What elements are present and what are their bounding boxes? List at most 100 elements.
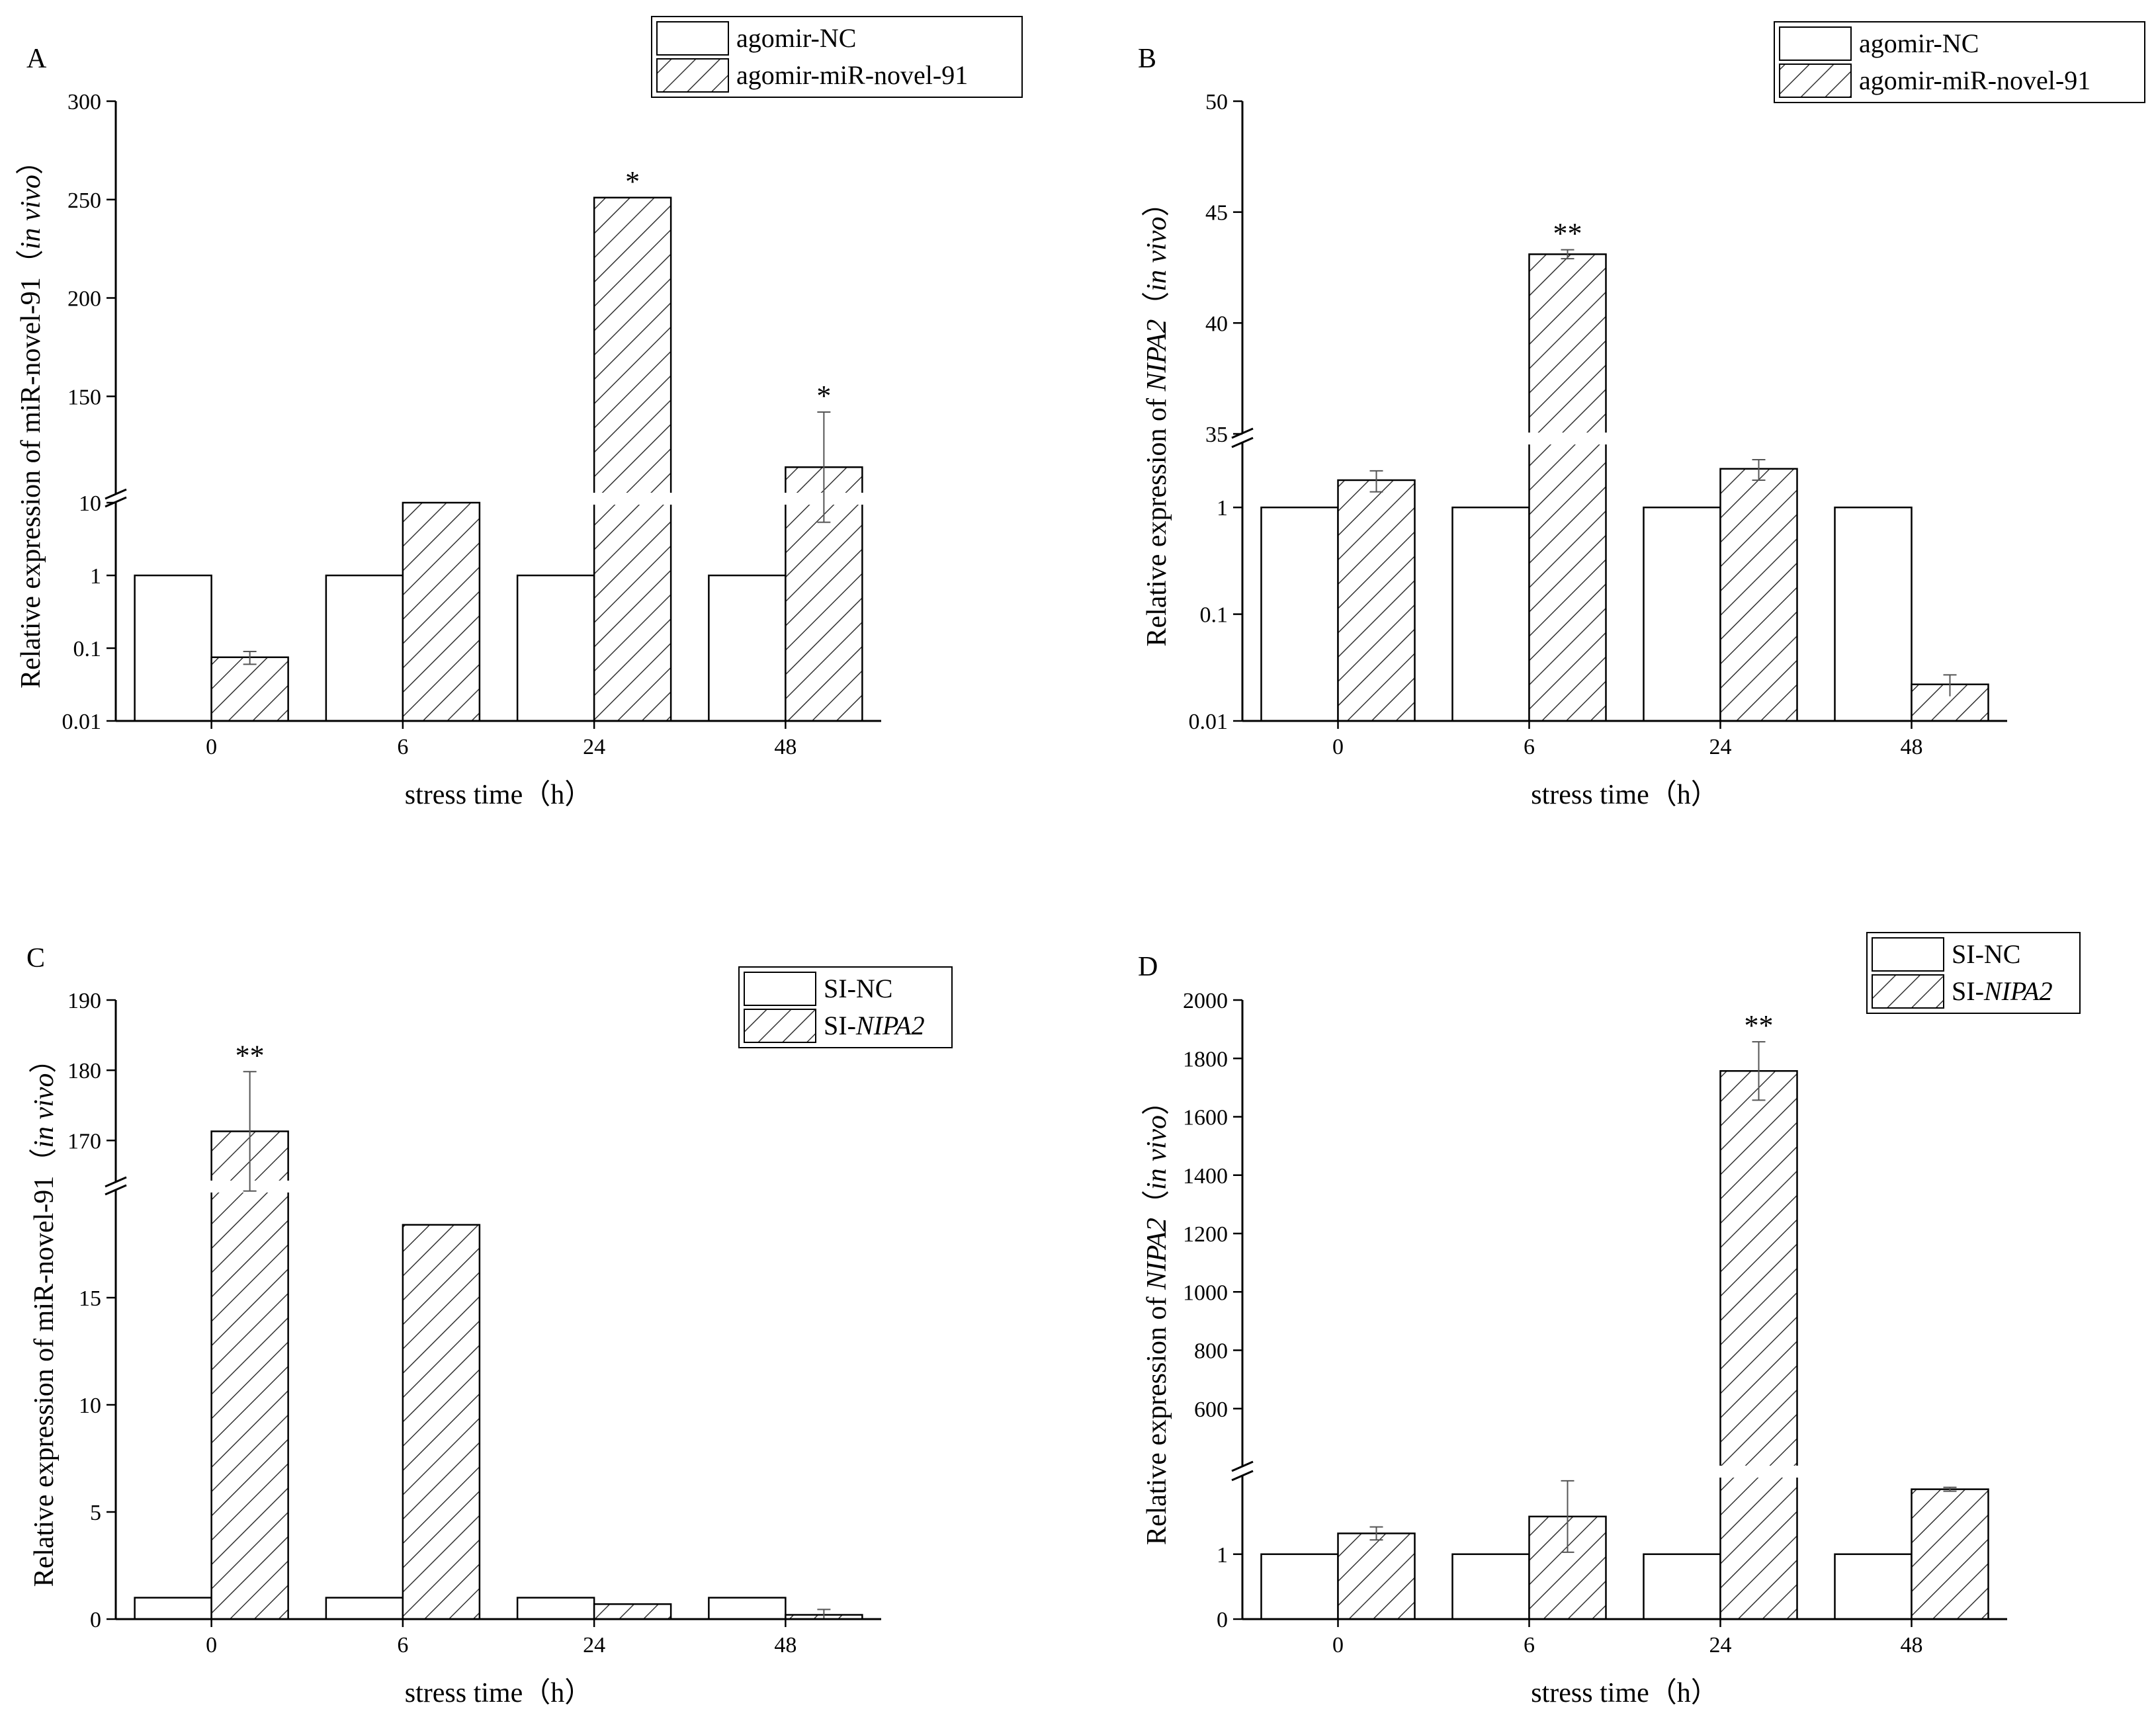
legend-swatch bbox=[1779, 26, 1852, 61]
bar-hatch-6 bbox=[402, 501, 481, 722]
y-tick-label: 1 bbox=[1217, 1543, 1228, 1568]
legend-label-part: SI- bbox=[1952, 976, 1984, 1006]
bar-hatch-24 bbox=[1719, 1069, 1798, 1620]
y-axis-title-part: Relative expression of miR-novel-91（ bbox=[16, 249, 46, 689]
y-tick-label: 15 bbox=[79, 1286, 101, 1311]
axis-break-mark bbox=[105, 488, 127, 500]
x-axis-title: stress time（h） bbox=[405, 780, 592, 810]
bar-break-gap bbox=[1527, 433, 1608, 444]
legend-label-part: NIPA2 bbox=[1983, 976, 2053, 1006]
y-tick-label: 5 bbox=[90, 1501, 101, 1525]
legend-label: SI-NIPA2 bbox=[824, 1011, 925, 1040]
y-tick-label: 170 bbox=[67, 1129, 101, 1153]
x-tick-label: 6 bbox=[1524, 1633, 1535, 1657]
y-tick-label: 2000 bbox=[1183, 989, 1228, 1013]
y-axis-title-part: Relative expression of bbox=[1142, 1290, 1172, 1545]
y-axis-title: Relative expression of NIPA2（in vivo） bbox=[1142, 1087, 1172, 1545]
legend-swatch bbox=[1872, 974, 1944, 1009]
bar-open-0 bbox=[134, 1597, 212, 1620]
x-tick-label: 24 bbox=[1709, 735, 1732, 759]
y-tick-label: 10 bbox=[79, 491, 101, 516]
x-tick-label: 48 bbox=[1901, 735, 1923, 759]
significance-mark: ** bbox=[236, 1039, 265, 1071]
bar-open-24 bbox=[516, 574, 595, 722]
y-axis-title-part: Relative expression of miR-novel-91（ bbox=[29, 1148, 60, 1587]
bar-hatch-24 bbox=[1719, 468, 1798, 722]
significance-mark: ** bbox=[1553, 218, 1582, 250]
x-tick-label: 48 bbox=[774, 735, 797, 759]
y-tick-label: 1 bbox=[90, 564, 101, 589]
x-tick-label: 0 bbox=[1332, 735, 1344, 759]
bar-open-24 bbox=[1643, 1553, 1721, 1620]
y-axis-title-part: NIPA2 bbox=[1142, 1218, 1172, 1290]
y-tick-label: 40 bbox=[1205, 312, 1228, 336]
y-axis-title: Relative expression of miR-novel-91（in v… bbox=[16, 147, 46, 689]
bar-open-6 bbox=[325, 574, 404, 722]
y-tick-label: 1600 bbox=[1183, 1106, 1228, 1130]
legend-label: agomir-miR-novel-91 bbox=[1859, 65, 2091, 95]
bar-hatch-6 bbox=[402, 1224, 481, 1620]
y-tick-label: 190 bbox=[67, 989, 101, 1013]
bar-open-48 bbox=[708, 1597, 787, 1620]
y-tick-label: 35 bbox=[1205, 423, 1228, 447]
legend-label-part: agomir-NC bbox=[736, 23, 856, 53]
legend-label: agomir-NC bbox=[736, 23, 856, 53]
bar-open-48 bbox=[1834, 1553, 1913, 1620]
legend-label: agomir-NC bbox=[1859, 28, 1979, 58]
bar-break-gap bbox=[1718, 1466, 1799, 1478]
y-axis-title-part: ） bbox=[16, 147, 46, 175]
panel-c: C ** 0 6 24 48 0 5 10 15 170 180 190 stress time（h） Re… bbox=[26, 943, 953, 1708]
legend-label-part: SI- bbox=[824, 1011, 856, 1040]
y-tick-label: 50 bbox=[1205, 90, 1228, 114]
y-axis-title-part: （ bbox=[1142, 292, 1172, 319]
significance-mark: * bbox=[625, 165, 640, 198]
y-axis-title: Relative expression of NIPA2（in vivo） bbox=[1142, 188, 1172, 646]
legend-swatch bbox=[656, 58, 729, 93]
x-tick-label: 48 bbox=[774, 1633, 797, 1657]
bar-open-0 bbox=[134, 574, 212, 722]
panel-d: D0 6**24 480160080010001200140016001800200… bbox=[1138, 932, 2081, 1708]
significance-mark: ** bbox=[1745, 1009, 1774, 1042]
legend-label: SI-NC bbox=[1952, 939, 2020, 969]
panel-letter: D bbox=[1138, 952, 1158, 982]
bar-open-24 bbox=[1643, 506, 1721, 722]
legend: agomir-NC agomir-miR-novel-91 bbox=[1774, 21, 2145, 103]
axis-break-mark bbox=[1231, 1470, 1254, 1482]
legend-label: SI-NC bbox=[824, 974, 892, 1003]
legend-label-part: agomir-NC bbox=[1859, 28, 1979, 58]
panel-letter: A bbox=[26, 44, 47, 74]
panel-letter: B bbox=[1138, 44, 1156, 74]
y-axis-title-part: in vivo bbox=[1142, 216, 1172, 291]
y-tick-label: 0.01 bbox=[1189, 710, 1229, 734]
y-axis-title-part: in vivo bbox=[29, 1073, 60, 1148]
x-tick-label: 24 bbox=[583, 1633, 605, 1657]
axis-break-mark bbox=[105, 1176, 127, 1188]
y-axis-title-part: ） bbox=[29, 1046, 60, 1073]
x-axis-title: stress time（h） bbox=[1531, 780, 1718, 810]
y-axis-title-part: NIPA2 bbox=[1142, 319, 1172, 392]
bar-hatch-48 bbox=[1911, 1488, 1989, 1620]
y-tick-label: 200 bbox=[67, 287, 101, 312]
significance-mark: * bbox=[816, 380, 831, 412]
y-axis-title-part: ） bbox=[1142, 1087, 1172, 1115]
panel-b: B 0 ** 6 24 48 0.01 0.1 1 35 40 45 50 stress time（h） R… bbox=[1138, 21, 2145, 810]
y-tick-label: 800 bbox=[1194, 1339, 1228, 1364]
x-tick-label: 0 bbox=[206, 1633, 217, 1657]
x-tick-label: 6 bbox=[1524, 735, 1535, 759]
legend-label-part: NIPA2 bbox=[855, 1011, 925, 1040]
legend-label-part: agomir-miR-novel-91 bbox=[736, 60, 968, 90]
bar-open-48 bbox=[708, 574, 787, 722]
x-tick-label: 24 bbox=[583, 735, 605, 759]
legend-label: agomir-miR-novel-91 bbox=[736, 60, 968, 90]
bar-hatch-0 bbox=[210, 1130, 289, 1620]
panel-a: A 0 6 * 24 * 48 0.01 0.1 1 10 150 200 250 300 stress ti… bbox=[16, 16, 1023, 810]
legend-swatch bbox=[744, 972, 816, 1006]
y-tick-label: 150 bbox=[67, 385, 101, 409]
y-axis-title-part: ） bbox=[1142, 188, 1172, 216]
axis-break-mark bbox=[105, 1184, 127, 1196]
bar-open-0 bbox=[1260, 1553, 1339, 1620]
panel-letter: C bbox=[26, 943, 45, 974]
legend-label: SI-NIPA2 bbox=[1952, 976, 2053, 1006]
bar-hatch-24 bbox=[593, 1603, 672, 1620]
